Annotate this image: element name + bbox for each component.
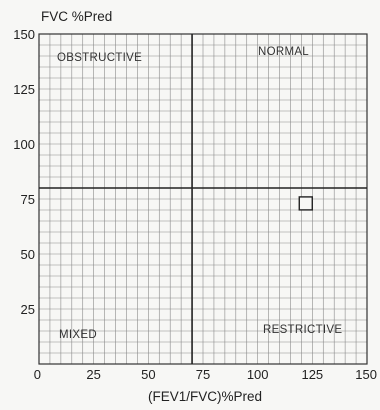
data-point-square xyxy=(298,196,313,211)
x-tick-label: 100 xyxy=(247,367,269,382)
y-tick-label: 75 xyxy=(21,192,35,207)
x-tick-label: 75 xyxy=(196,367,210,382)
x-axis-title: (FEV1/FVC)%Pred xyxy=(148,389,262,404)
x-tick-label: 150 xyxy=(355,367,377,382)
y-tick-label: 150 xyxy=(13,27,35,42)
x-tick-label: 50 xyxy=(141,367,155,382)
x-tick-label: 125 xyxy=(301,367,323,382)
y-tick-label: 50 xyxy=(21,247,35,262)
plot-frame xyxy=(38,33,368,365)
quadrant-label-restrictive: RESTRICTIVE xyxy=(263,324,342,336)
quadrant-label-normal: NORMAL xyxy=(258,46,309,58)
x-tick-label: 0 xyxy=(34,367,41,382)
x-tick-label: 25 xyxy=(86,367,100,382)
y-tick-label: 100 xyxy=(13,137,35,152)
reference-lines xyxy=(39,34,367,364)
x-tick-labels: 0 25 50 75 100 125 150 xyxy=(34,367,377,382)
data-points xyxy=(298,196,313,211)
y-tick-label: 125 xyxy=(13,82,35,97)
y-tick-labels: 25 50 75 100 125 150 xyxy=(13,27,35,317)
y-tick-label: 25 xyxy=(21,302,35,317)
quadrant-label-obstructive: OBSTRUCTIVE xyxy=(57,52,142,64)
y-axis-title: FVC %Pred xyxy=(41,9,112,24)
quadrant-label-mixed: MIXED xyxy=(59,329,97,341)
